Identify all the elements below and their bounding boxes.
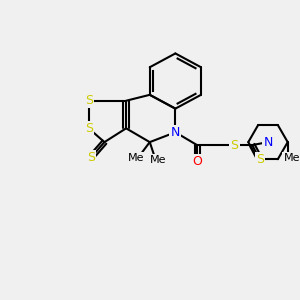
Text: O: O: [192, 155, 202, 168]
Text: N: N: [263, 136, 273, 148]
Text: S: S: [85, 94, 93, 107]
Text: Me: Me: [284, 153, 300, 163]
Text: S: S: [85, 122, 93, 135]
Text: N: N: [171, 126, 180, 139]
Text: Me: Me: [149, 155, 166, 165]
Text: S: S: [230, 139, 238, 152]
Text: S: S: [256, 153, 264, 167]
Text: Me: Me: [128, 153, 144, 163]
Text: S: S: [87, 152, 94, 164]
